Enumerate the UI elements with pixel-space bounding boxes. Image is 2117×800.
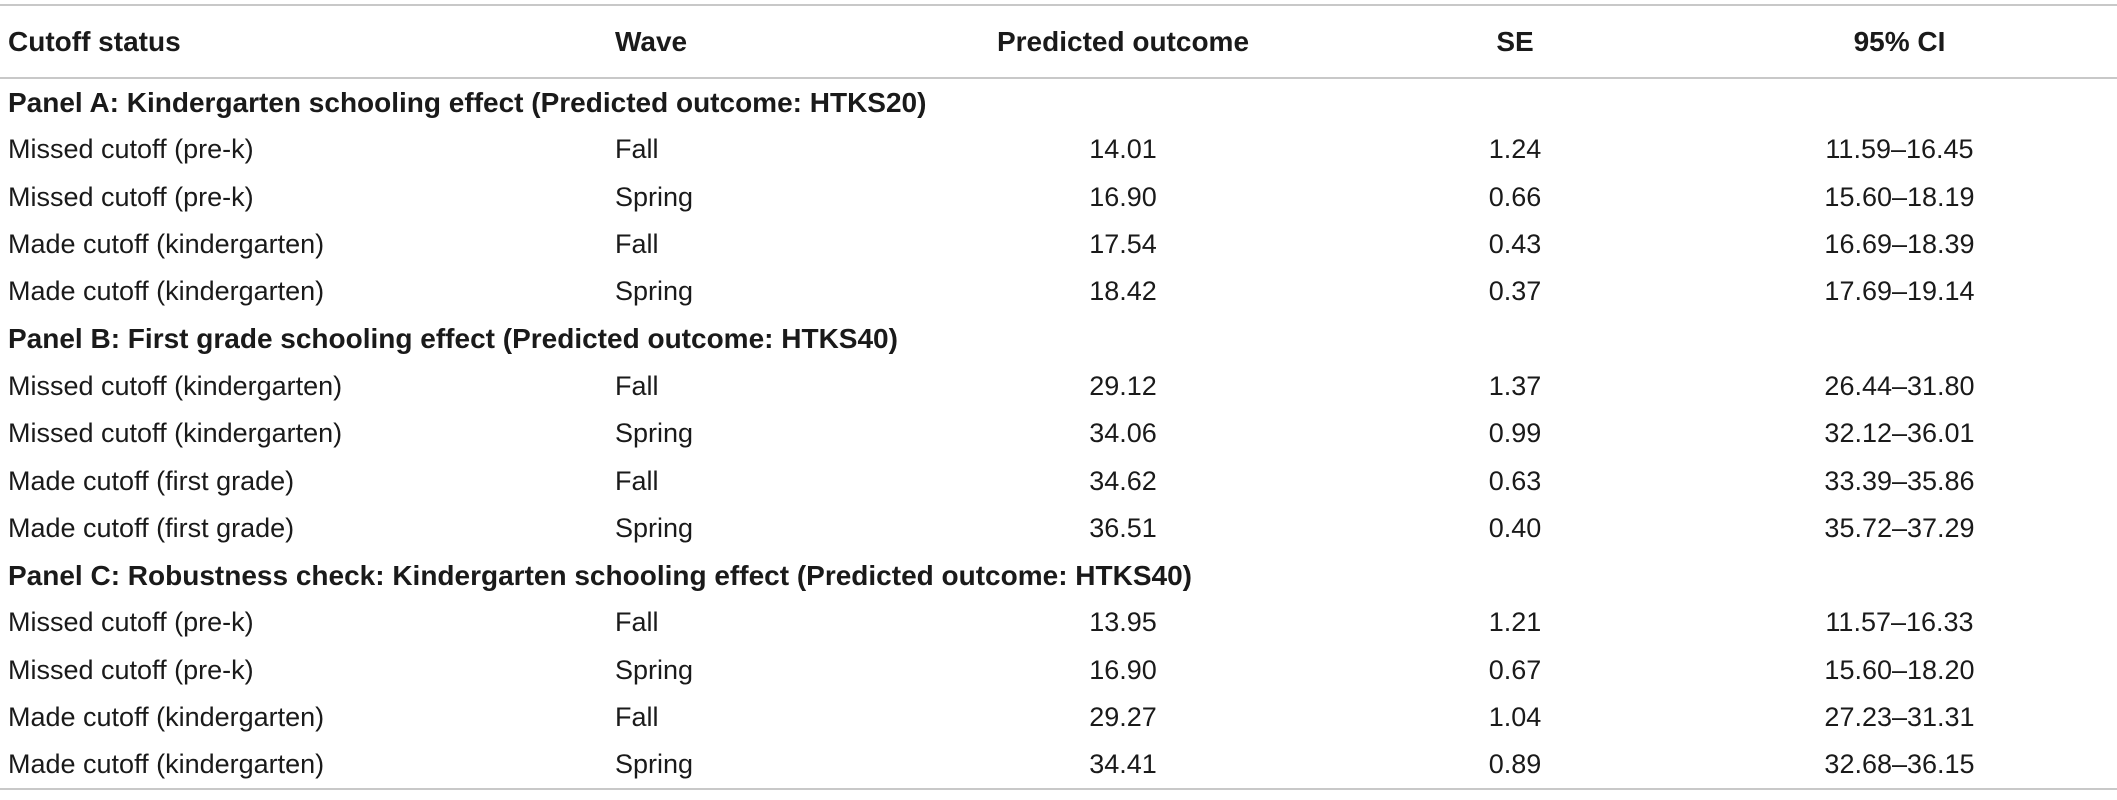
table-row: Made cutoff (kindergarten) Fall 17.54 0.… — [0, 221, 2117, 268]
results-table: Cutoff status Wave Predicted outcome SE … — [0, 4, 2117, 790]
cell-wave: Spring — [615, 512, 694, 543]
header-ci: 95% CI — [1853, 25, 1946, 57]
cell-se: 0.43 — [1488, 229, 1542, 260]
cell-ci: 33.39–35.86 — [1824, 465, 1975, 496]
cell-wave: Fall — [615, 465, 659, 496]
cell-wave: Fall — [615, 229, 659, 260]
panel-title-row: Panel A: Kindergarten schooling effect (… — [0, 78, 2117, 126]
cell-ci: 17.69–19.14 — [1824, 276, 1975, 307]
cell-se: 1.21 — [1488, 607, 1542, 638]
table-row: Missed cutoff (kindergarten) Fall 29.12 … — [0, 363, 2117, 410]
cell-ci: 27.23–31.31 — [1824, 702, 1975, 732]
cell-predicted: 36.51 — [1089, 512, 1157, 543]
cell-ci: 15.60–18.19 — [1824, 181, 1975, 212]
cell-predicted: 17.54 — [1089, 229, 1157, 260]
panel-title-row: Panel B: First grade schooling effect (P… — [0, 315, 2117, 362]
table-row: Made cutoff (first grade) Spring 36.51 0… — [0, 505, 2117, 552]
cell-se: 1.24 — [1488, 134, 1542, 165]
cell-ci: 11.57–16.33 — [1825, 607, 1974, 638]
cell-status: Missed cutoff (kindergarten) — [8, 418, 343, 449]
table-row: Made cutoff (kindergarten) Fall 29.27 1.… — [0, 694, 2117, 741]
header-predicted-outcome: Predicted outcome — [996, 25, 1250, 57]
cell-se: 0.63 — [1488, 465, 1542, 496]
cell-predicted: 34.06 — [1089, 418, 1157, 449]
cell-wave: Fall — [615, 702, 659, 732]
cell-wave: Spring — [615, 654, 694, 685]
cell-ci: 32.12–36.01 — [1824, 418, 1975, 449]
table-row: Made cutoff (first grade) Fall 34.62 0.6… — [0, 457, 2117, 504]
cell-se: 0.37 — [1488, 276, 1542, 307]
cell-status: Missed cutoff (pre-k) — [8, 654, 254, 685]
cell-wave: Fall — [615, 134, 659, 165]
cell-wave: Fall — [615, 607, 659, 638]
table-row: Made cutoff (kindergarten) Spring 34.41 … — [0, 741, 2117, 790]
cell-se: 0.89 — [1488, 749, 1542, 780]
cell-status: Made cutoff (kindergarten) — [8, 702, 325, 732]
cell-wave: Spring — [615, 276, 694, 307]
table-row: Missed cutoff (pre-k) Spring 16.90 0.66 … — [0, 174, 2117, 221]
table-row: Made cutoff (kindergarten) Spring 18.42 … — [0, 268, 2117, 315]
cell-predicted: 16.90 — [1089, 654, 1157, 685]
cell-status: Made cutoff (kindergarten) — [8, 229, 325, 260]
header-wave: Wave — [615, 25, 688, 57]
table-header: Cutoff status Wave Predicted outcome SE … — [0, 5, 2117, 78]
panel-title: Panel A: Kindergarten schooling effect (… — [8, 86, 927, 118]
cell-wave: Fall — [615, 370, 659, 401]
table-row: Missed cutoff (kindergarten) Spring 34.0… — [0, 410, 2117, 457]
cell-se: 0.66 — [1488, 181, 1542, 212]
cell-status: Missed cutoff (pre-k) — [8, 181, 254, 212]
cell-se: 0.40 — [1488, 512, 1542, 543]
cell-wave: Spring — [615, 418, 694, 449]
cell-status: Missed cutoff (pre-k) — [8, 607, 254, 638]
cell-ci: 16.69–18.39 — [1824, 229, 1975, 260]
cell-ci: 35.72–37.29 — [1824, 512, 1975, 543]
cell-ci: 32.68–36.15 — [1824, 749, 1975, 780]
cell-status: Made cutoff (first grade) — [8, 465, 295, 496]
cell-predicted: 14.01 — [1089, 134, 1157, 165]
table-row: Missed cutoff (pre-k) Spring 16.90 0.67 … — [0, 647, 2117, 694]
cell-se: 1.37 — [1488, 370, 1542, 401]
table-body: Panel A: Kindergarten schooling effect (… — [0, 78, 2117, 790]
cell-wave: Spring — [615, 749, 694, 780]
cell-se: 0.99 — [1488, 418, 1542, 449]
cell-predicted: 34.62 — [1089, 465, 1157, 496]
header-row: Cutoff status Wave Predicted outcome SE … — [0, 5, 2117, 78]
cell-status: Made cutoff (first grade) — [8, 512, 295, 543]
cell-predicted: 18.42 — [1089, 276, 1157, 307]
cell-se: 1.04 — [1488, 702, 1542, 732]
header-cutoff-status: Cutoff status — [8, 25, 181, 57]
header-se: SE — [1496, 25, 1534, 57]
table-row: Missed cutoff (pre-k) Fall 13.95 1.21 11… — [0, 599, 2117, 646]
cell-ci: 26.44–31.80 — [1824, 370, 1975, 401]
cell-status: Missed cutoff (pre-k) — [8, 134, 254, 165]
cell-status: Made cutoff (kindergarten) — [8, 749, 325, 780]
cell-predicted: 16.90 — [1089, 181, 1157, 212]
cell-ci: 11.59–16.45 — [1825, 134, 1974, 165]
cell-status: Missed cutoff (kindergarten) — [8, 370, 343, 401]
panel-title: Panel B: First grade schooling effect (P… — [8, 323, 898, 355]
cell-se: 0.67 — [1488, 654, 1542, 685]
table-row: Missed cutoff (pre-k) Fall 14.01 1.24 11… — [0, 126, 2117, 173]
panel-title-row: Panel C: Robustness check: Kindergarten … — [0, 552, 2117, 599]
cell-status: Made cutoff (kindergarten) — [8, 276, 325, 307]
cell-predicted: 29.12 — [1089, 370, 1157, 401]
panel-title: Panel C: Robustness check: Kindergarten … — [8, 559, 1192, 591]
cell-ci: 15.60–18.20 — [1824, 654, 1975, 685]
cell-predicted: 13.95 — [1089, 607, 1157, 638]
cell-wave: Spring — [615, 181, 694, 212]
cell-predicted: 29.27 — [1089, 702, 1157, 732]
cell-predicted: 34.41 — [1089, 749, 1157, 780]
